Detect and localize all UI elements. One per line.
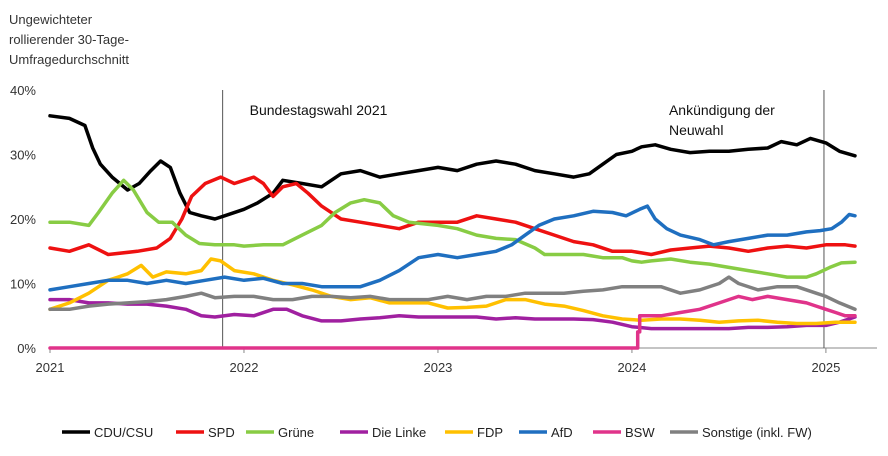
x-tick-label: 2021 <box>36 360 65 375</box>
series-line <box>48 257 857 326</box>
x-tick-label: 2022 <box>230 360 259 375</box>
legend-label: SPD <box>208 425 235 440</box>
x-tick-label: 2023 <box>423 360 452 375</box>
y-tick-label: 30% <box>10 148 36 163</box>
series-line <box>48 294 857 350</box>
legend-label: BSW <box>625 425 655 440</box>
series-line <box>48 297 857 331</box>
legend-label: AfD <box>551 425 573 440</box>
y-tick-label: 40% <box>10 83 36 98</box>
y-axis-title-line: rollierender 30-Tage- <box>9 32 129 47</box>
annotations: Bundestagswahl 2021 Ankündigung der Neuwah… <box>222 90 825 348</box>
y-axis-ticks: 0% 10% 20% 30% 40% <box>10 83 36 356</box>
series-lines <box>48 114 857 350</box>
x-tick-label: 2025 <box>811 360 840 375</box>
legend-label: FDP <box>477 425 503 440</box>
series-line <box>48 178 857 279</box>
legend: CDU/CSU SPD Grüne Die Linke FDP AfD BSW Sonstig… <box>62 425 812 440</box>
y-axis-title-line: Umfragedurchschnitt <box>9 52 129 67</box>
legend-label: CDU/CSU <box>94 425 153 440</box>
annotation-label: Bundestagswahl 2021 <box>250 102 388 118</box>
annotation-label: Ankündigung der <box>669 102 775 118</box>
series-line <box>48 275 857 312</box>
series-line <box>48 114 857 221</box>
x-axis: 2021 2022 2023 2024 2025 <box>36 347 877 375</box>
y-tick-label: 20% <box>10 212 36 227</box>
y-axis-title-line: Ungewichteter <box>9 12 93 27</box>
legend-label: Die Linke <box>372 425 426 440</box>
series-line <box>48 175 857 257</box>
y-tick-label: 0% <box>17 341 36 356</box>
legend-label: Grüne <box>278 425 314 440</box>
legend-label: Sonstige (inkl. FW) <box>702 425 812 440</box>
y-tick-label: 10% <box>10 277 36 292</box>
x-tick-label: 2024 <box>617 360 646 375</box>
annotation-label: Neuwahl <box>669 122 723 138</box>
series-line <box>48 204 857 292</box>
y-axis-title: Ungewichteter rollierender 30-Tage- Umfrag… <box>9 12 129 67</box>
